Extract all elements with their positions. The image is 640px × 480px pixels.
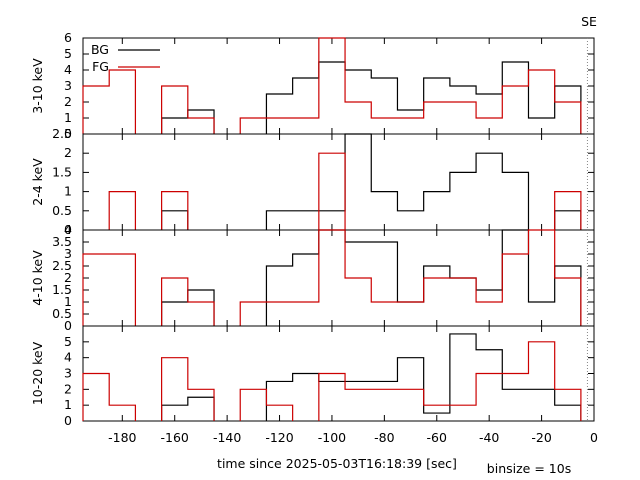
- y-tick-label: 1: [64, 110, 72, 125]
- y-axis-label: 4-10 keV: [30, 250, 45, 306]
- y-tick-label: 5: [64, 334, 72, 349]
- x-tick-label: -40: [479, 430, 499, 445]
- y-tick-label: 2: [64, 381, 72, 396]
- corner-label: SE: [581, 14, 597, 29]
- bg-step-line: [265, 61, 582, 134]
- fg-series: [82, 341, 582, 421]
- y-tick-label: 0: [64, 413, 72, 428]
- x-tick-label: -80: [374, 430, 394, 445]
- fg-step-line: [318, 152, 346, 230]
- fg-step-line: [239, 37, 582, 134]
- bg-series: [161, 61, 582, 134]
- bg-step-line: [554, 210, 582, 230]
- y-tick-label: 0.5: [52, 306, 72, 321]
- y-tick-label: 3: [64, 366, 72, 381]
- y-tick-label: 0: [64, 318, 72, 333]
- x-tick-label: -120: [265, 430, 293, 445]
- fg-step-line: [239, 229, 582, 326]
- panel-3: 00.511.522.533.544-10 keV: [30, 222, 595, 333]
- legend-label: BG: [91, 42, 109, 57]
- y-tick-label: 2: [64, 270, 72, 285]
- y-tick-label: 4: [64, 350, 72, 365]
- fg-step-line: [161, 277, 215, 326]
- fg-step-line: [82, 69, 137, 134]
- binsize-label: binsize = 10s: [487, 461, 571, 476]
- fg-step-line: [108, 191, 137, 230]
- y-tick-label: 2.5: [52, 126, 72, 141]
- y-tick-label: 0: [64, 126, 72, 141]
- fg-step-line: [554, 191, 582, 230]
- fg-step-line: [161, 357, 215, 421]
- panel-frame: [82, 229, 595, 327]
- y-tick-label: 0.5: [52, 203, 72, 218]
- y-tick-label: 4: [64, 222, 72, 237]
- y-tick-label: 2: [64, 94, 72, 109]
- panel-frame: [82, 133, 595, 231]
- fg-step-line: [161, 191, 189, 230]
- x-tick-label: -20: [531, 430, 551, 445]
- x-tick-label: -60: [427, 430, 447, 445]
- y-axis-label: 10-20 keV: [30, 341, 45, 405]
- fg-step-line: [82, 253, 137, 326]
- y-tick-label: 2.5: [52, 258, 72, 273]
- bg-series: [161, 333, 582, 421]
- x-axis-label: time since 2025-05-03T16:18:39 [sec]: [217, 456, 457, 471]
- panel-2: 0 0.5 1 1.5 2 2.5 2-4 keV: [30, 126, 595, 237]
- bg-step-line: [161, 396, 215, 421]
- x-tick-label: 0: [590, 430, 598, 445]
- y-tick-label: 3: [64, 78, 72, 93]
- y-tick-label: 1.5: [52, 282, 72, 297]
- x-tick-label: -160: [161, 430, 189, 445]
- y-axis-label: 2-4 keV: [30, 158, 45, 206]
- y-tick-label: 1: [64, 397, 72, 412]
- fg-step-line: [161, 85, 215, 134]
- x-tick-label: -100: [318, 430, 346, 445]
- y-tick-label: 6: [64, 30, 72, 45]
- fg-series: [82, 37, 582, 134]
- fg-step-line: [82, 372, 137, 421]
- y-tick-label: 3.5: [52, 234, 72, 249]
- legend: BG FG: [91, 42, 160, 74]
- y-tick-label: 0: [64, 222, 72, 237]
- x-tick-label: -140: [213, 430, 241, 445]
- fg-step-line: [239, 388, 294, 421]
- fg-step-line: [318, 341, 582, 421]
- y-tick-label: 1: [64, 184, 72, 199]
- y-tick-label: 4: [64, 62, 72, 77]
- y-tick-label: 3: [64, 246, 72, 261]
- y-axis-label: 3-10 keV: [30, 58, 45, 114]
- x-tick-labels: -180 -160 -140 -120 -100 -80 -60 -40 -20 0: [108, 430, 598, 445]
- bg-step-line: [265, 133, 530, 230]
- y-tick-label: 1.5: [52, 164, 72, 179]
- x-tick-label: -180: [108, 430, 136, 445]
- bg-step-line: [265, 333, 582, 421]
- y-tick-label: 5: [64, 46, 72, 61]
- legend-label: FG: [92, 59, 109, 74]
- fg-series: [108, 152, 582, 230]
- y-tick-label: 2: [64, 145, 72, 160]
- fg-series: [82, 229, 582, 326]
- y-tick-label: 1: [64, 294, 72, 309]
- bg-series: [161, 133, 582, 230]
